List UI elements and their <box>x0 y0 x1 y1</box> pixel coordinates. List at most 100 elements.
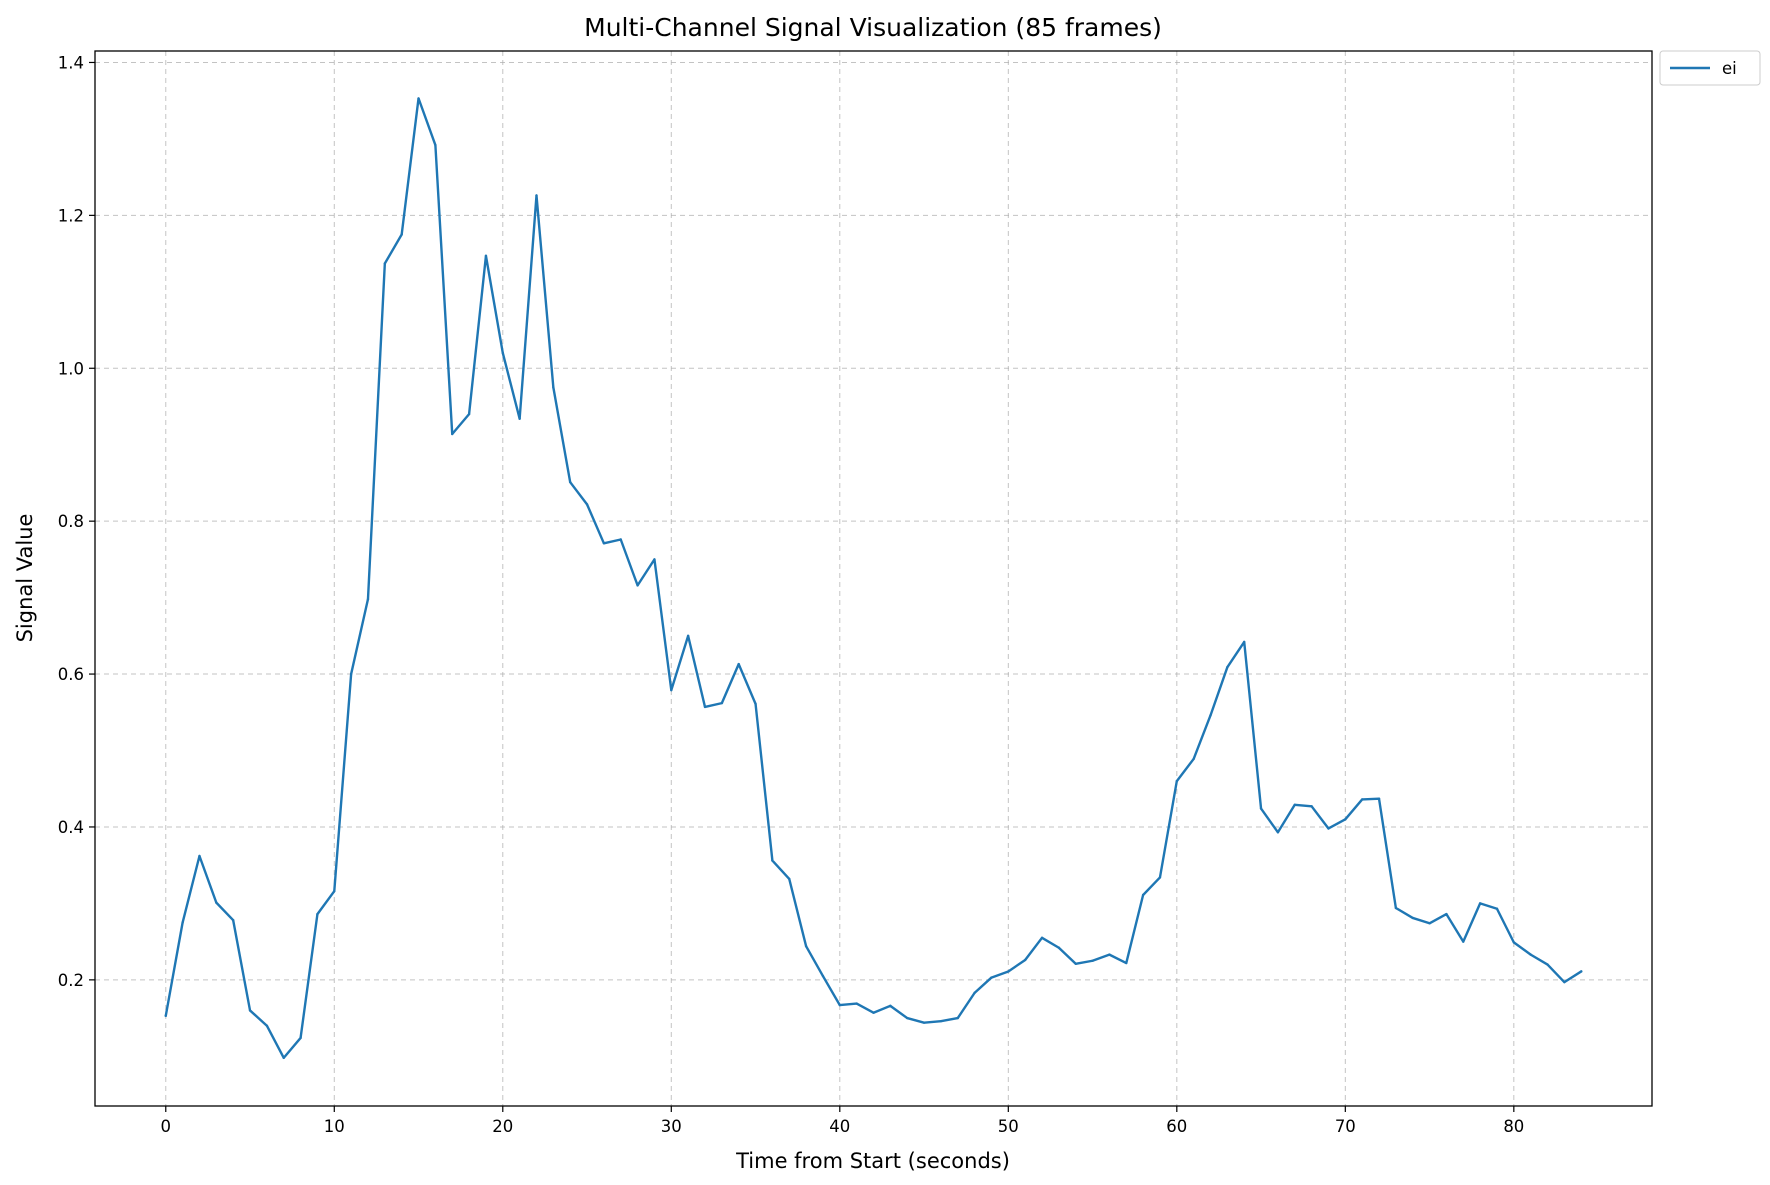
data-point <box>484 254 488 258</box>
y-tick-label: 0.4 <box>58 818 84 837</box>
data-point <box>619 538 622 541</box>
x-tick-label: 50 <box>998 1117 1019 1136</box>
data-point <box>754 702 757 706</box>
data-point <box>231 919 235 922</box>
data-point <box>788 877 791 881</box>
data-point <box>1563 980 1566 984</box>
x-tick-label: 40 <box>829 1117 850 1136</box>
data-point <box>1462 940 1465 943</box>
data-point <box>1158 876 1162 879</box>
data-point <box>1108 953 1111 956</box>
data-point <box>872 1011 875 1014</box>
data-point <box>434 143 437 147</box>
data-point <box>636 584 639 587</box>
data-point <box>282 1056 285 1060</box>
data-point <box>1377 797 1381 800</box>
data-point <box>956 1016 959 1020</box>
data-point <box>973 991 976 995</box>
data-point <box>922 1021 926 1024</box>
data-point <box>1023 958 1027 962</box>
data-point <box>653 558 656 561</box>
data-point <box>1141 893 1145 897</box>
y-tick-label: 1.4 <box>58 53 84 72</box>
data-point <box>1394 906 1398 910</box>
data-point <box>451 432 454 436</box>
x-tick-label: 60 <box>1166 1117 1187 1136</box>
data-point <box>299 1036 302 1040</box>
data-point <box>686 634 690 638</box>
data-point <box>1209 714 1212 717</box>
data-point <box>703 705 707 709</box>
y-tick-label: 0.2 <box>58 971 84 990</box>
series-layer <box>164 97 1583 1060</box>
data-point <box>366 597 370 601</box>
data-point <box>1175 779 1179 783</box>
data-point <box>821 974 825 978</box>
data-point <box>1040 936 1044 940</box>
y-tick-label: 1.2 <box>58 206 84 225</box>
data-point <box>333 889 336 893</box>
data-point <box>602 542 606 545</box>
chart-title: Multi-Channel Signal Visualization (85 f… <box>584 13 1162 42</box>
data-point <box>568 480 572 484</box>
data-point <box>316 912 319 916</box>
legend-label-ei: ei <box>1722 59 1737 78</box>
data-point <box>535 194 538 197</box>
data-point <box>1580 970 1583 973</box>
data-point <box>1495 907 1499 910</box>
data-point <box>670 688 673 692</box>
data-point <box>1360 798 1364 801</box>
data-point <box>1310 805 1313 808</box>
data-point <box>1546 963 1549 966</box>
data-point <box>1529 953 1532 956</box>
data-point <box>1125 961 1128 965</box>
data-point <box>349 672 353 676</box>
data-point <box>1259 807 1263 810</box>
data-point <box>1411 916 1414 920</box>
data-point <box>552 386 555 389</box>
x-tick-label: 20 <box>492 1117 513 1136</box>
data-point <box>889 1004 892 1008</box>
y-tick-label: 0.6 <box>58 665 84 684</box>
data-point <box>585 503 589 506</box>
data-point <box>1428 922 1431 925</box>
y-axis-label: Signal Value <box>13 514 37 643</box>
data-point <box>1293 803 1296 806</box>
data-point <box>771 859 774 862</box>
data-point <box>501 351 504 355</box>
x-tick-label: 70 <box>1335 1117 1356 1136</box>
y-tick-label: 1.0 <box>58 359 84 378</box>
data-point <box>198 854 201 858</box>
data-point <box>720 701 724 705</box>
x-tick-label: 10 <box>324 1117 345 1136</box>
legend: ei <box>1659 50 1761 86</box>
data-point <box>1478 902 1482 905</box>
data-point <box>181 921 184 924</box>
data-point <box>215 901 218 904</box>
data-point <box>990 976 993 979</box>
data-point <box>518 417 521 420</box>
data-point <box>164 1014 167 1017</box>
data-point <box>855 1002 858 1005</box>
x-tick-label: 0 <box>161 1117 172 1136</box>
data-point <box>737 662 740 666</box>
plot-area <box>94 50 1653 1107</box>
data-point <box>1192 757 1195 761</box>
axis-ticks: 0 10 20 30 40 50 60 70 80 0.2 0.4 0.6 0.8 1.0 1.2 1.4 <box>58 53 1525 1136</box>
data-point <box>400 233 403 236</box>
data-point <box>1243 640 1246 644</box>
data-point <box>1344 818 1347 821</box>
data-point <box>906 1016 909 1020</box>
data-point <box>417 97 420 100</box>
data-point <box>265 1024 269 1027</box>
x-tick-label: 80 <box>1503 1117 1524 1136</box>
x-tick-label: 30 <box>661 1117 682 1136</box>
data-point <box>1007 970 1010 973</box>
y-tick-label: 0.8 <box>58 512 84 531</box>
data-point <box>1512 941 1516 944</box>
data-point <box>1091 959 1094 962</box>
data-point <box>383 262 387 265</box>
data-point <box>1057 946 1061 949</box>
